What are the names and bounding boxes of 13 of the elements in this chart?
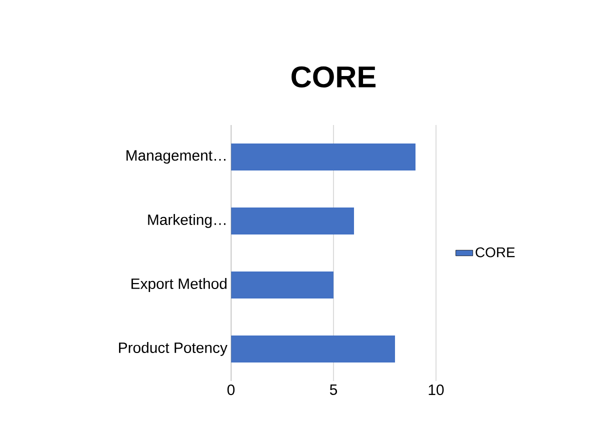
legend-label: CORE (476, 247, 515, 258)
bar (231, 143, 416, 170)
bar (231, 272, 334, 298)
x-tick-label: 0 (227, 384, 235, 396)
bar (231, 207, 354, 234)
y-tick-label: Management… (126, 150, 226, 164)
bar (231, 336, 396, 362)
chart-title: CORE (292, 66, 376, 88)
x-tick-label: 10 (428, 384, 444, 396)
y-tick-label: Export Method (132, 278, 226, 292)
y-tick-label: Product Potency (119, 342, 228, 356)
y-tick-label: Marketing… (148, 214, 226, 228)
x-tick-label: 5 (330, 384, 338, 395)
